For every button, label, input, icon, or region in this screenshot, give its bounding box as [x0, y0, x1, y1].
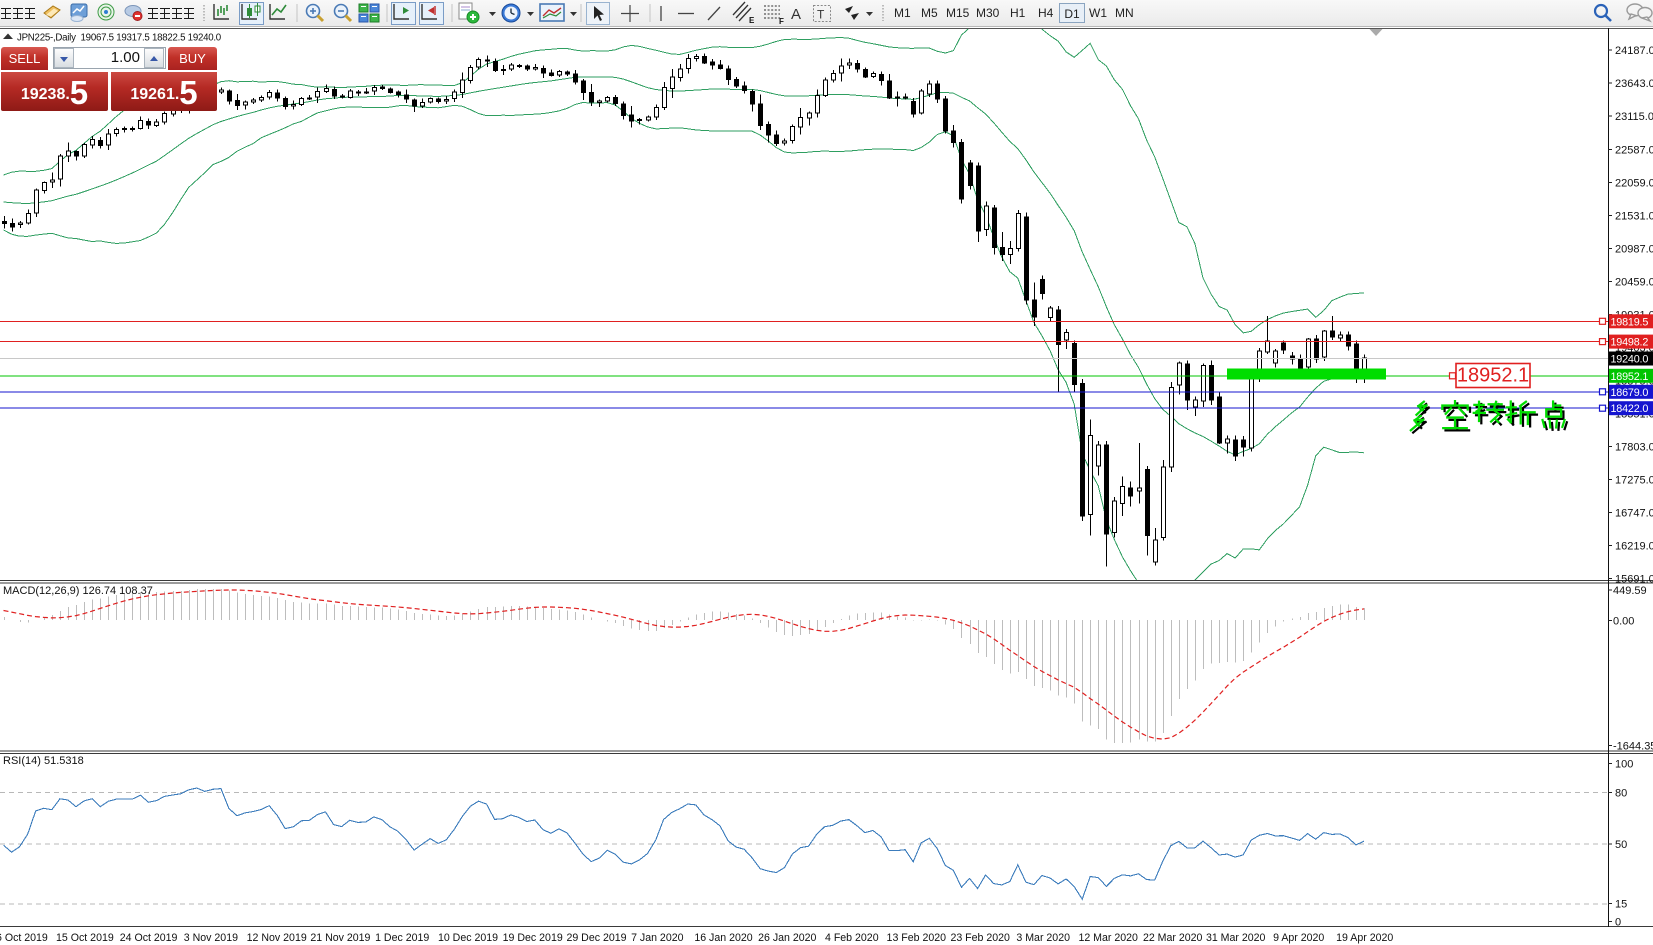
svg-text:16747.0: 16747.0 [1615, 508, 1653, 520]
svg-text:29 Dec 2019: 29 Dec 2019 [566, 932, 626, 944]
svg-text:13 Feb 2020: 13 Feb 2020 [887, 932, 947, 944]
svg-text:18952.1: 18952.1 [1611, 371, 1649, 383]
svg-text:3 Nov 2019: 3 Nov 2019 [184, 932, 238, 944]
svg-text:22059.0: 22059.0 [1615, 177, 1653, 189]
svg-text:22587.0: 22587.0 [1615, 144, 1653, 156]
svg-text:18679.0: 18679.0 [1611, 387, 1649, 399]
svg-text:23115.0: 23115.0 [1615, 111, 1653, 123]
svg-text:21531.0: 21531.0 [1615, 210, 1653, 222]
svg-text:T: T [817, 8, 825, 22]
svg-text:9 Apr 2020: 9 Apr 2020 [1273, 932, 1324, 944]
svg-text:19 Dec 2019: 19 Dec 2019 [503, 932, 563, 944]
svg-text:-1644.35: -1644.35 [1613, 741, 1653, 753]
svg-text:19498.2: 19498.2 [1611, 337, 1649, 349]
svg-text:RSI(14) 51.5318: RSI(14) 51.5318 [3, 755, 84, 767]
svg-text:19 Apr 2020: 19 Apr 2020 [1336, 932, 1393, 944]
svg-text:0: 0 [1615, 916, 1621, 928]
svg-text:19819.5: 19819.5 [1611, 316, 1649, 328]
svg-text:E: E [749, 16, 755, 25]
svg-text:23643.0: 23643.0 [1615, 78, 1653, 90]
svg-text:F: F [779, 17, 784, 26]
svg-text:20987.0: 20987.0 [1615, 243, 1653, 255]
svg-text:24 Oct 2019: 24 Oct 2019 [120, 932, 178, 944]
svg-text:18422.0: 18422.0 [1611, 403, 1649, 415]
svg-text:MACD(12,26,9) 126.74 108.37: MACD(12,26,9) 126.74 108.37 [3, 585, 153, 597]
svg-text:16 Jan 2020: 16 Jan 2020 [694, 932, 752, 944]
svg-text:449.59: 449.59 [1613, 585, 1647, 597]
svg-text:15 Oct 2019: 15 Oct 2019 [56, 932, 114, 944]
svg-text:20459.0: 20459.0 [1615, 276, 1653, 288]
svg-text:3 Mar 2020: 3 Mar 2020 [1016, 932, 1070, 944]
svg-text:1 Dec 2019: 1 Dec 2019 [375, 932, 429, 944]
svg-text:24187.0: 24187.0 [1615, 45, 1653, 57]
svg-text:12 Mar 2020: 12 Mar 2020 [1078, 932, 1138, 944]
svg-text:0.00: 0.00 [1613, 616, 1634, 628]
svg-text:17803.0: 17803.0 [1615, 441, 1653, 453]
svg-text:JPN225-,Daily 19067.5 19317.5: JPN225-,Daily 19067.5 19317.5 18822.5 19… [17, 33, 222, 44]
svg-text:50: 50 [1615, 839, 1627, 851]
svg-text:6 Oct 2019: 6 Oct 2019 [0, 932, 48, 944]
svg-text:12 Nov 2019: 12 Nov 2019 [247, 932, 307, 944]
svg-text:100: 100 [1615, 758, 1633, 770]
svg-text:80: 80 [1615, 787, 1627, 799]
svg-text:16219.0: 16219.0 [1615, 541, 1653, 553]
svg-text:22 Mar 2020: 22 Mar 2020 [1143, 932, 1203, 944]
svg-text:26 Jan 2020: 26 Jan 2020 [758, 932, 816, 944]
svg-text:15: 15 [1615, 899, 1627, 911]
svg-text:4 Feb 2020: 4 Feb 2020 [825, 932, 879, 944]
svg-text:A: A [791, 6, 801, 23]
svg-text:10 Dec 2019: 10 Dec 2019 [438, 932, 498, 944]
svg-text:18952.1: 18952.1 [1457, 365, 1529, 387]
svg-text:19240.0: 19240.0 [1611, 354, 1649, 366]
svg-text:31 Mar 2020: 31 Mar 2020 [1206, 932, 1266, 944]
svg-text:15691.0: 15691.0 [1615, 574, 1653, 586]
svg-text:7 Jan 2020: 7 Jan 2020 [631, 932, 684, 944]
svg-text:23 Feb 2020: 23 Feb 2020 [950, 932, 1010, 944]
svg-text:21 Nov 2019: 21 Nov 2019 [310, 932, 370, 944]
svg-text:17275.0: 17275.0 [1615, 475, 1653, 487]
